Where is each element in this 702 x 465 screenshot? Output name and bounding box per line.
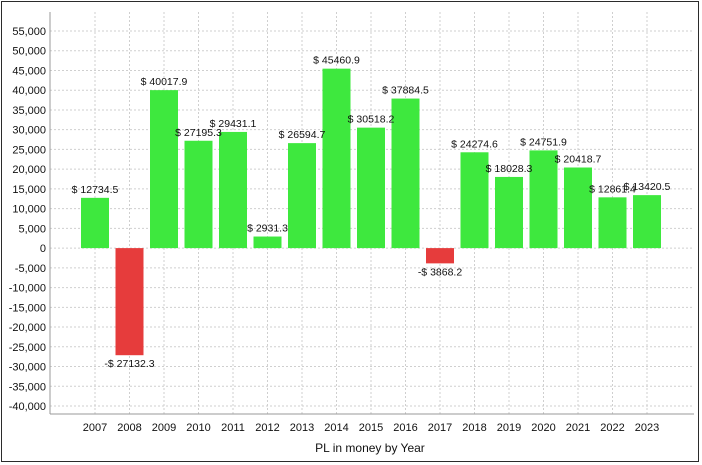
x-tick-label: 2008 (117, 422, 141, 434)
x-tick-label: 2023 (635, 422, 659, 434)
y-tick-label: -15,000 (9, 302, 46, 314)
bar-2011 (219, 131, 247, 249)
data-label: $ 18028.3 (486, 163, 533, 175)
bar-2014 (322, 68, 351, 249)
bar-2021 (564, 167, 592, 249)
data-label: $ 20418.7 (555, 154, 602, 166)
x-tick-label: 2012 (255, 422, 279, 434)
data-label: $ 12734.5 (72, 184, 119, 196)
x-tick-label: 2007 (83, 422, 107, 434)
bar-2023 (633, 195, 661, 249)
bar-2013 (288, 143, 316, 249)
x-tick-label: 2021 (566, 422, 590, 434)
y-tick-label: -30,000 (9, 362, 46, 374)
y-tick-label: -25,000 (9, 342, 46, 354)
x-tick-label: 2013 (290, 422, 314, 434)
x-tick-label: 2020 (531, 422, 555, 434)
y-tick-label: 40,000 (12, 85, 46, 97)
y-tick-label: 55,000 (12, 26, 46, 38)
x-tick-label: 2022 (600, 422, 624, 434)
y-tick-label: -20,000 (9, 322, 46, 334)
data-label: $ 13420.5 (624, 181, 671, 193)
y-tick-label: 10,000 (12, 204, 46, 216)
x-tick-label: 2017 (428, 422, 452, 434)
bar-2017 (426, 248, 454, 264)
y-tick-label: 30,000 (12, 125, 46, 137)
x-tick-label: 2009 (152, 422, 176, 434)
bar-2009 (150, 90, 178, 249)
data-label: $ 24274.6 (451, 138, 498, 150)
y-tick-label: 35,000 (12, 105, 46, 117)
x-tick-label: 2015 (359, 422, 383, 434)
x-tick-label: 2011 (221, 422, 245, 434)
data-label: -$ 27132.3 (104, 358, 154, 370)
y-tick-label: 50,000 (12, 46, 46, 58)
bar-2019 (495, 176, 523, 249)
x-tick-label: 2014 (324, 422, 348, 434)
y-tick-label: 20,000 (12, 164, 46, 176)
data-label: $ 45460.9 (313, 55, 360, 67)
y-tick-label: 15,000 (12, 184, 46, 196)
y-tick-label: -10,000 (9, 283, 46, 295)
bar-2018 (460, 152, 489, 249)
bar-2022 (598, 197, 627, 249)
data-label: $ 24751.9 (520, 136, 567, 148)
data-label: $ 27195.3 (175, 127, 222, 139)
bar-2008 (115, 248, 144, 356)
data-label: $ 12861.4 (589, 183, 636, 195)
x-tick-label: 2010 (186, 422, 210, 434)
data-label: $ 30518.2 (348, 114, 395, 126)
bar-2012 (253, 236, 282, 249)
y-tick-label: 5,000 (18, 223, 46, 235)
data-label: $ 37884.5 (382, 85, 429, 97)
x-tick-label: 2016 (393, 422, 417, 434)
y-tick-label: 25,000 (12, 144, 46, 156)
data-label: $ 2931.3 (247, 223, 288, 235)
bar-2010 (184, 140, 213, 249)
data-labels: $ 12734.5-$ 27132.3$ 40017.9$ 27195.3$ 2… (72, 55, 671, 371)
bar-2020 (529, 150, 558, 249)
y-tick-label: -35,000 (9, 381, 46, 393)
y-tick-label: -40,000 (9, 401, 46, 413)
bar-2016 (391, 98, 420, 249)
bar-2015 (357, 127, 385, 249)
y-tick-label: -5,000 (15, 263, 46, 275)
data-label: $ 40017.9 (141, 76, 188, 88)
y-tick-label: 45,000 (12, 65, 46, 77)
axes (49, 12, 694, 415)
data-label: $ 26594.7 (279, 129, 326, 141)
y-tick-label: 0 (40, 243, 46, 255)
x-tick-label: 2019 (497, 422, 521, 434)
bar-2007 (81, 197, 109, 249)
x-axis-ticks: 2007 2008 2009 2010 2011 2012 2013 2014 2015 2016… (83, 422, 659, 434)
x-tick-label: 2018 (462, 422, 486, 434)
data-label: -$ 3868.2 (418, 266, 463, 278)
bars (81, 68, 661, 356)
x-axis-title: PL in money by Year (315, 441, 425, 455)
data-label: $ 29431.1 (210, 118, 257, 130)
y-axis-ticks: 55,000 50,000 45,000 40,000 35,000 30,000 25,0… (9, 26, 46, 413)
